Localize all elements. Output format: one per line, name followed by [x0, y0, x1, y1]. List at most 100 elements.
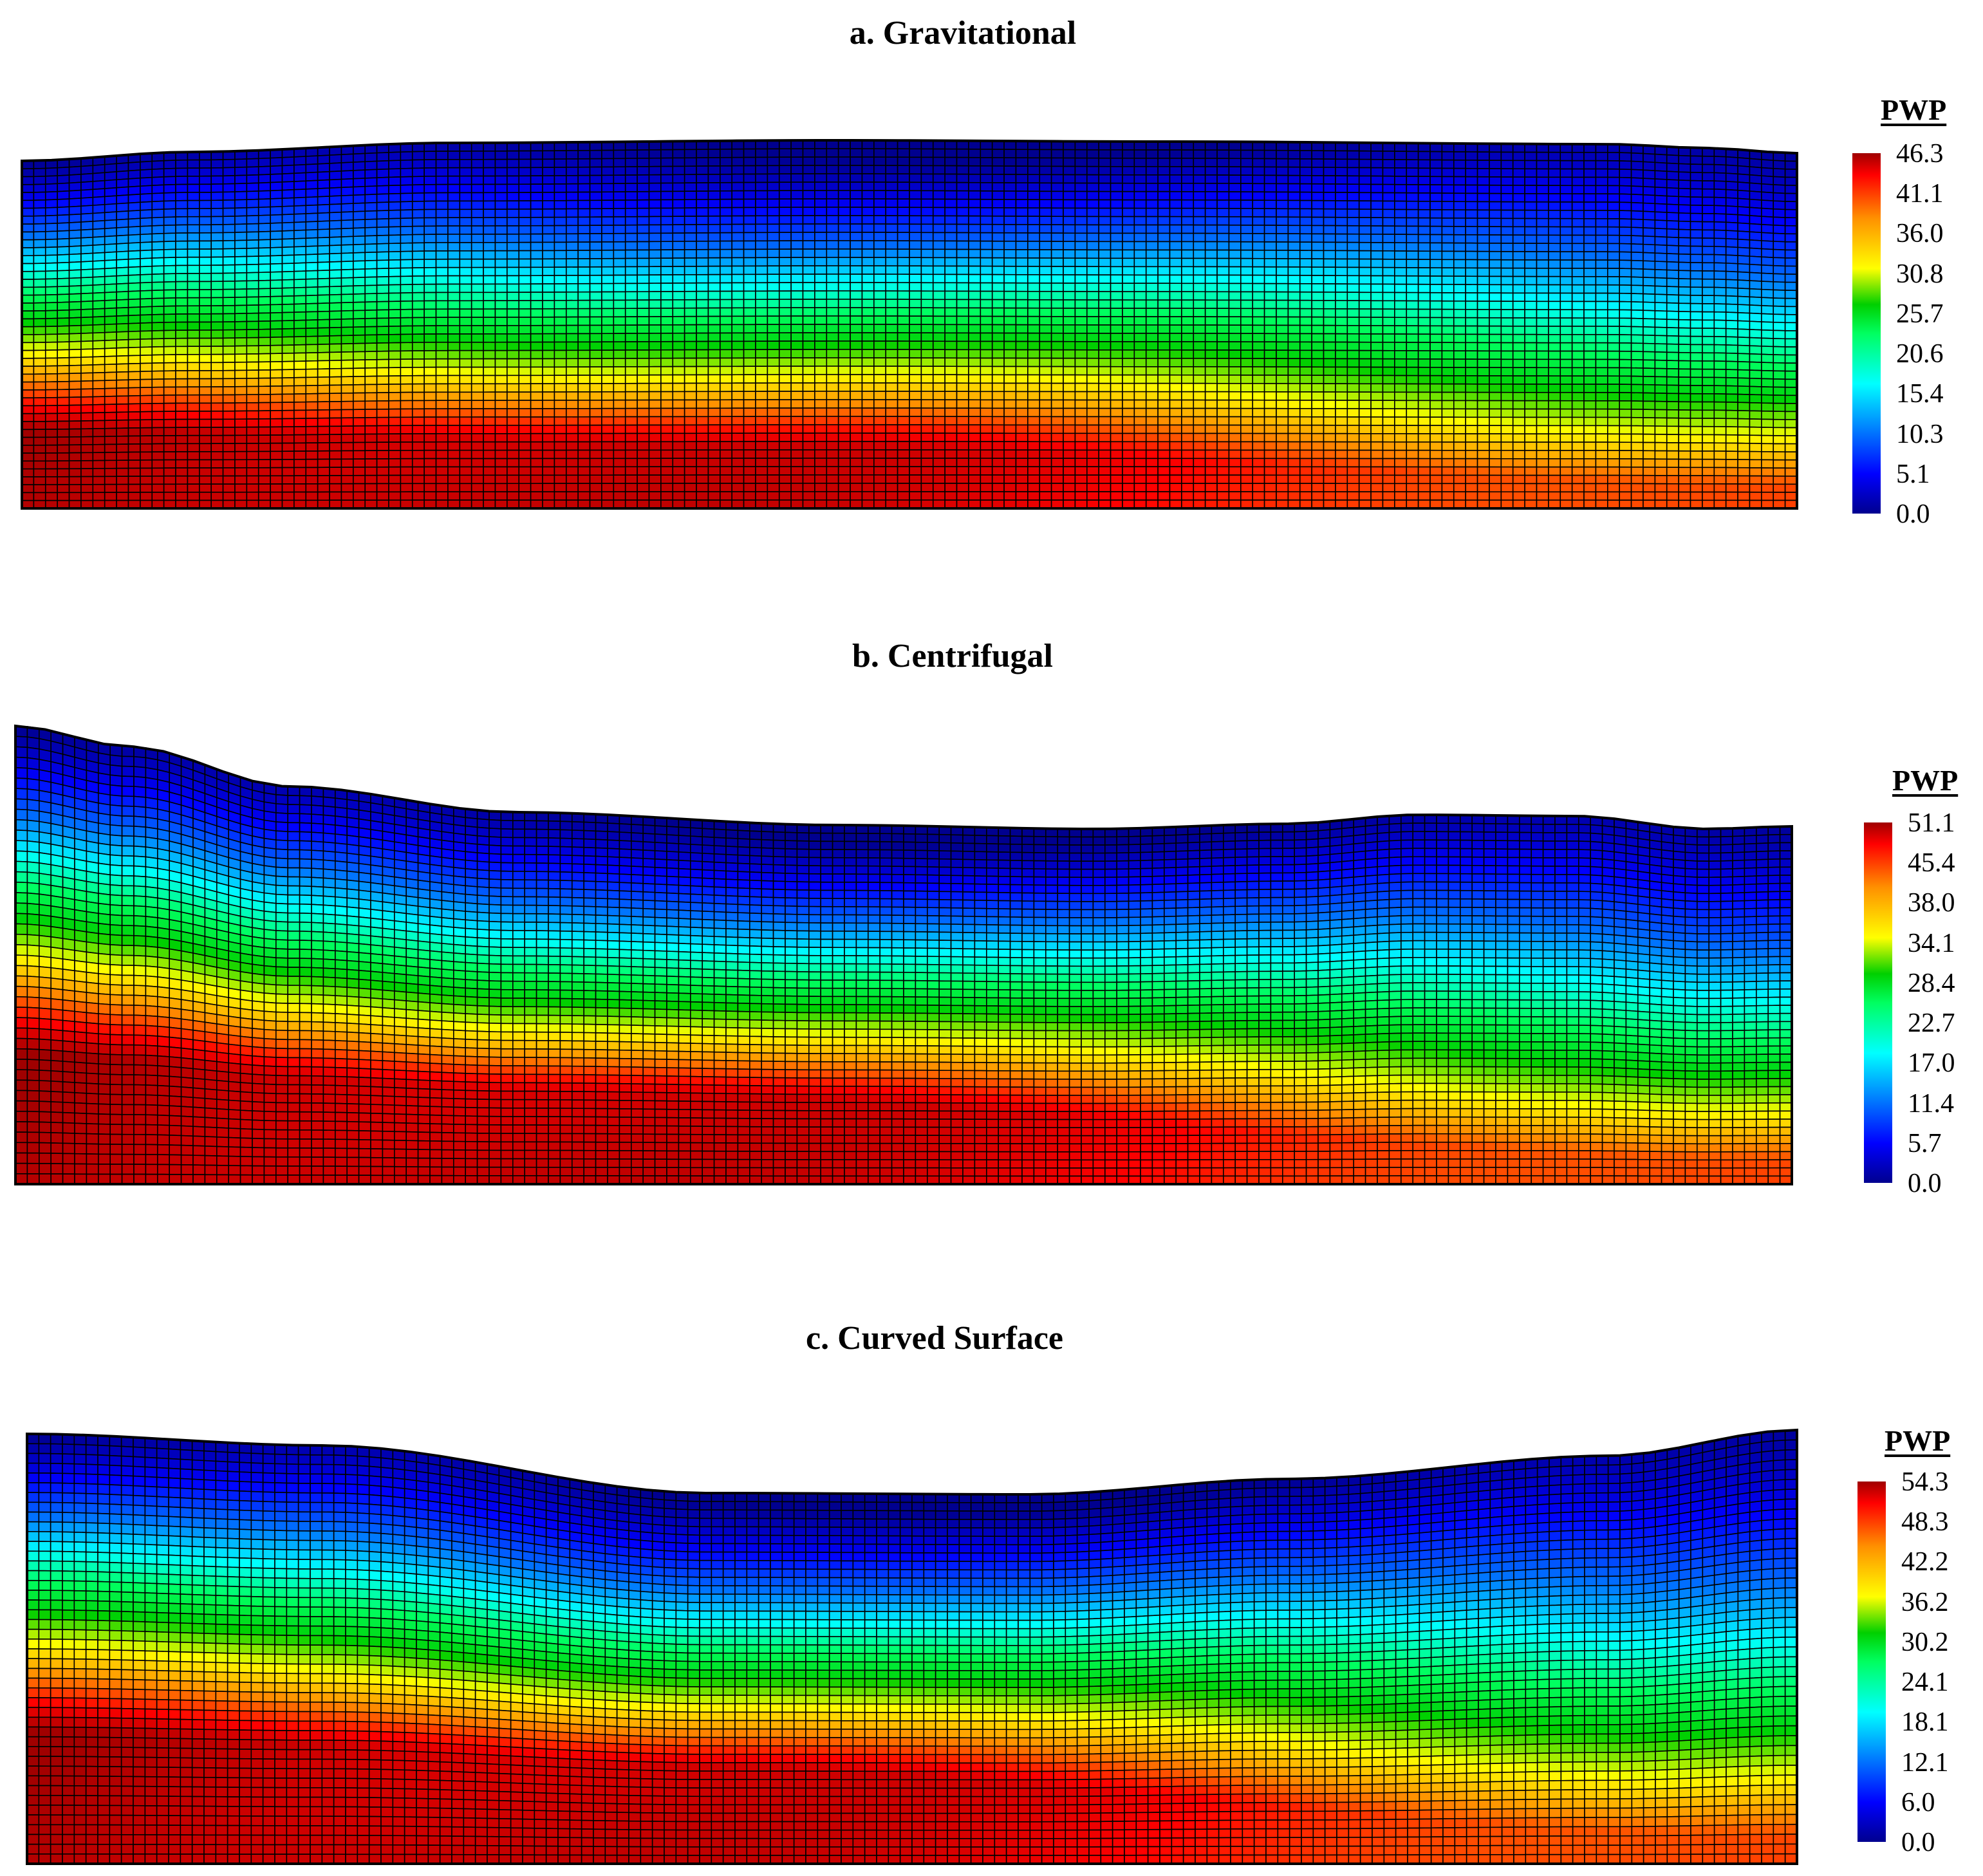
mesh-cell	[1229, 384, 1240, 392]
mesh-cell	[1359, 176, 1371, 184]
mesh-cell	[507, 176, 519, 184]
mesh-cell	[815, 199, 826, 207]
mesh-cell	[1300, 142, 1312, 151]
mesh-cell	[744, 416, 756, 425]
mesh-cell	[306, 451, 317, 460]
mesh-cell	[1252, 317, 1264, 325]
mesh-cell	[283, 353, 294, 362]
mesh-cell	[992, 433, 1004, 441]
mesh-cell	[862, 216, 873, 224]
mesh-cell	[1111, 350, 1122, 358]
mesh-cell	[93, 460, 104, 469]
mesh-cell	[1276, 292, 1288, 301]
mesh-cell	[247, 151, 258, 159]
mesh-cell	[507, 234, 519, 243]
mesh-cell	[613, 492, 625, 500]
mesh-cell	[673, 225, 684, 233]
mesh-cell	[1276, 375, 1288, 384]
mesh-cell	[152, 363, 163, 371]
mesh-cell	[1324, 167, 1336, 176]
mesh-cell	[211, 362, 223, 371]
mesh-cell	[649, 333, 660, 342]
mesh-cell	[1241, 500, 1252, 508]
mesh-cell	[1288, 301, 1299, 309]
mesh-cell	[626, 317, 637, 325]
mesh-cell	[22, 272, 33, 279]
mesh-cell	[483, 400, 495, 409]
mesh-cell	[566, 242, 578, 250]
mesh-cell	[980, 216, 992, 225]
mesh-cell	[708, 266, 720, 275]
mesh-cell	[105, 212, 116, 221]
mesh-cell	[613, 275, 625, 283]
mesh-cell	[176, 346, 187, 355]
mesh-cell	[1134, 192, 1146, 200]
mesh-cell	[164, 363, 176, 371]
mesh-cell	[756, 391, 767, 400]
mesh-cell	[945, 441, 956, 450]
mesh-cell	[140, 363, 152, 371]
mesh-cell	[578, 400, 590, 409]
mesh-cell	[1206, 367, 1217, 375]
mesh-cell	[1146, 283, 1158, 292]
mesh-cell	[33, 469, 45, 477]
mesh-cell	[909, 425, 921, 433]
mesh-cell	[957, 441, 969, 450]
mesh-cell	[602, 434, 613, 442]
mesh-cell	[413, 193, 424, 201]
mesh-cell	[1324, 350, 1336, 358]
mesh-cell	[1288, 167, 1299, 176]
mesh-cell	[1063, 183, 1075, 191]
mesh-cell	[756, 450, 767, 458]
mesh-cell	[637, 183, 649, 192]
mesh-cell	[235, 468, 247, 476]
mesh-cell	[1111, 209, 1122, 217]
mesh-cell	[93, 364, 104, 373]
mesh-cell	[767, 400, 779, 408]
mesh-cell	[1099, 342, 1110, 350]
mesh-cell	[93, 181, 104, 190]
mesh-cell	[507, 267, 519, 275]
mesh-cell	[389, 160, 400, 169]
mesh-cell	[1324, 192, 1336, 201]
mesh-cell	[1075, 450, 1086, 458]
mesh-cell	[424, 334, 436, 342]
mesh-cell	[980, 458, 992, 467]
mesh-cell	[1336, 184, 1347, 192]
mesh-cell	[969, 299, 980, 308]
mesh-cell	[365, 459, 377, 467]
mesh-cell	[164, 192, 176, 201]
mesh-cell	[46, 492, 57, 500]
mesh-cell	[1028, 149, 1039, 158]
mesh-cell	[1099, 500, 1110, 508]
mesh-cell	[128, 476, 140, 485]
mesh-cell	[909, 299, 921, 308]
mesh-cell	[1134, 458, 1146, 467]
mesh-cell	[1004, 300, 1016, 308]
mesh-cell	[543, 234, 554, 242]
mesh-cell	[744, 341, 756, 349]
mesh-cell	[519, 292, 530, 301]
mesh-cell	[767, 308, 779, 316]
mesh-cell	[1111, 492, 1122, 500]
mesh-cell	[921, 174, 933, 182]
mesh-cell	[1288, 317, 1299, 325]
mesh-cell	[874, 274, 886, 283]
mesh-cell	[1217, 275, 1229, 283]
mesh-cell	[1206, 325, 1217, 333]
mesh-cell	[70, 174, 81, 183]
mesh-cell	[803, 467, 815, 475]
mesh-cell	[235, 484, 247, 492]
mesh-cell	[980, 483, 992, 492]
mesh-cell	[696, 500, 708, 508]
mesh-cell	[353, 450, 365, 459]
mesh-cell	[543, 142, 554, 151]
mesh-cell	[1052, 391, 1063, 400]
mesh-cell	[1004, 400, 1016, 408]
mesh-cell	[1134, 209, 1146, 217]
mesh-cell	[637, 358, 649, 367]
mesh-cell	[1241, 217, 1252, 225]
mesh-cell	[1016, 250, 1027, 258]
mesh-cell	[921, 375, 933, 383]
mesh-cell	[460, 160, 471, 168]
